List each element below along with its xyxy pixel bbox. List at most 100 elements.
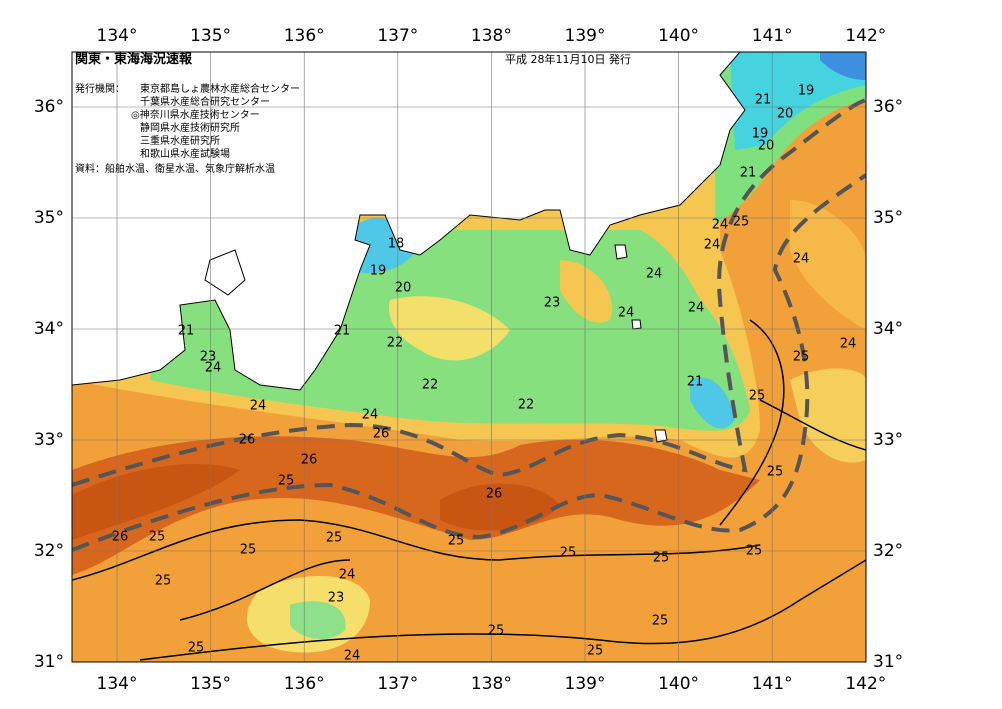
contour-label: 24 xyxy=(250,399,267,414)
contour-label: 26 xyxy=(486,487,503,502)
contour-label: 25 xyxy=(155,574,172,589)
north-cold xyxy=(730,52,866,150)
kuroshio-axis xyxy=(72,98,866,487)
lat-label-right: 33° xyxy=(873,430,903,450)
contour-label: 21 xyxy=(740,166,757,181)
contour-label: 19 xyxy=(370,264,387,279)
lon-label-bottom: 135° xyxy=(190,674,231,694)
lon-label-bottom: 137° xyxy=(377,674,418,694)
lat-label-left: 35° xyxy=(34,208,64,228)
contour-label: 21 xyxy=(334,324,351,339)
contour-label: 25 xyxy=(652,614,669,629)
lon-label-bottom: 141° xyxy=(752,674,793,694)
contour-label: 25 xyxy=(278,474,295,489)
contour-label: 20 xyxy=(777,107,794,122)
lon-label-top: 135° xyxy=(190,26,231,46)
contour-label: 25 xyxy=(587,644,604,659)
contour-label: 26 xyxy=(373,427,390,442)
contour-label: 22 xyxy=(518,398,535,413)
land xyxy=(72,52,746,391)
isotherm xyxy=(72,319,866,661)
contour-label: 20 xyxy=(758,139,775,154)
contour-label: 24 xyxy=(840,337,857,352)
contour-label: 24 xyxy=(339,568,356,583)
contour-label: 24 xyxy=(618,306,635,321)
issuer: 静岡県水産技術研究所 xyxy=(140,121,240,134)
lat-label-left: 32° xyxy=(34,541,64,561)
contour-label: 24 xyxy=(646,267,663,282)
lon-label-bottom: 136° xyxy=(284,674,325,694)
contour-label: 25 xyxy=(326,531,343,546)
contour-label: 23 xyxy=(200,350,217,365)
lon-label-top: 136° xyxy=(284,26,325,46)
contour-label: 25 xyxy=(488,624,505,639)
issuer: 和歌山県水産試験場 xyxy=(140,147,230,160)
contour-label: 25 xyxy=(746,544,763,559)
contour-label: 25 xyxy=(767,465,784,480)
lat-label-left: 33° xyxy=(34,430,64,450)
contour-label: 19 xyxy=(798,84,815,99)
bay-cold xyxy=(690,377,735,429)
contour-label: 24 xyxy=(688,301,705,316)
contour-label: 22 xyxy=(387,336,404,351)
lat-label-right: 34° xyxy=(873,319,903,339)
island xyxy=(204,249,246,296)
lat-label-left: 31° xyxy=(34,652,64,672)
cool-patch xyxy=(290,601,346,640)
contour-label: 24 xyxy=(362,408,379,423)
contour-label: 25 xyxy=(188,641,205,656)
contour-label: 21 xyxy=(687,375,704,390)
lon-label-top: 141° xyxy=(752,26,793,46)
contour-label: 19 xyxy=(752,127,769,142)
contour-label: 21 xyxy=(178,324,195,339)
contour-label: 25 xyxy=(240,543,257,558)
lon-label-bottom: 140° xyxy=(658,674,699,694)
map-body xyxy=(72,52,866,662)
contour-label: 25 xyxy=(733,215,750,230)
contour-label: 26 xyxy=(112,530,129,545)
issuer: ◎神奈川県水産技術センター xyxy=(131,108,260,121)
contour-label: 25 xyxy=(149,530,166,545)
lon-label-top: 139° xyxy=(565,26,606,46)
contour-label: 25 xyxy=(749,389,766,404)
contour-label: 18 xyxy=(388,237,405,252)
kuroshio-axis xyxy=(72,173,866,552)
lat-label-left: 36° xyxy=(34,97,64,117)
source: 資料：船舶水温、衛星水温、気象庁解析水温 xyxy=(75,162,275,175)
contour-label: 25 xyxy=(448,534,465,549)
lon-label-bottom: 134° xyxy=(97,674,138,694)
contour-label: 24 xyxy=(712,218,729,233)
lon-label-top: 142° xyxy=(845,26,886,46)
contour-label: 26 xyxy=(239,433,256,448)
cool-patch xyxy=(790,200,866,330)
issuer: 東京都島しょ農林水産総合センター xyxy=(140,82,300,95)
contour-label: 21 xyxy=(755,93,772,108)
contour-label: 25 xyxy=(653,551,670,566)
title: 関東・東海海況速報 xyxy=(75,51,193,67)
contour-label: 24 xyxy=(205,361,222,376)
lat-label-right: 31° xyxy=(873,652,903,672)
contour-label: 24 xyxy=(793,252,810,267)
lat-label-right: 36° xyxy=(873,97,903,117)
coastal-warm xyxy=(560,260,612,323)
contour-label: 25 xyxy=(560,546,577,561)
contour-label: 26 xyxy=(301,453,318,468)
lon-label-top: 137° xyxy=(377,26,418,46)
contour-label: 24 xyxy=(344,649,361,664)
issuer: 千葉県水産総合研究センター xyxy=(140,95,270,108)
contour-label: 24 xyxy=(704,238,721,253)
issuer-label: 発行機関： xyxy=(75,82,125,95)
issuer: 三重県水産研究所 xyxy=(140,134,220,147)
contour-label: 23 xyxy=(328,591,345,606)
issue-date: 平成 28年11月10日 発行 xyxy=(505,52,631,66)
contour-label: 23 xyxy=(544,296,561,311)
lon-label-top: 140° xyxy=(658,26,699,46)
contour-label: 25 xyxy=(793,350,810,365)
coastal-warm xyxy=(389,296,510,361)
north-cold xyxy=(820,52,866,80)
contour-label: 22 xyxy=(422,378,439,393)
lat-label-right: 32° xyxy=(873,541,903,561)
contour-label: 20 xyxy=(395,281,412,296)
warm-core-dark xyxy=(72,464,240,540)
